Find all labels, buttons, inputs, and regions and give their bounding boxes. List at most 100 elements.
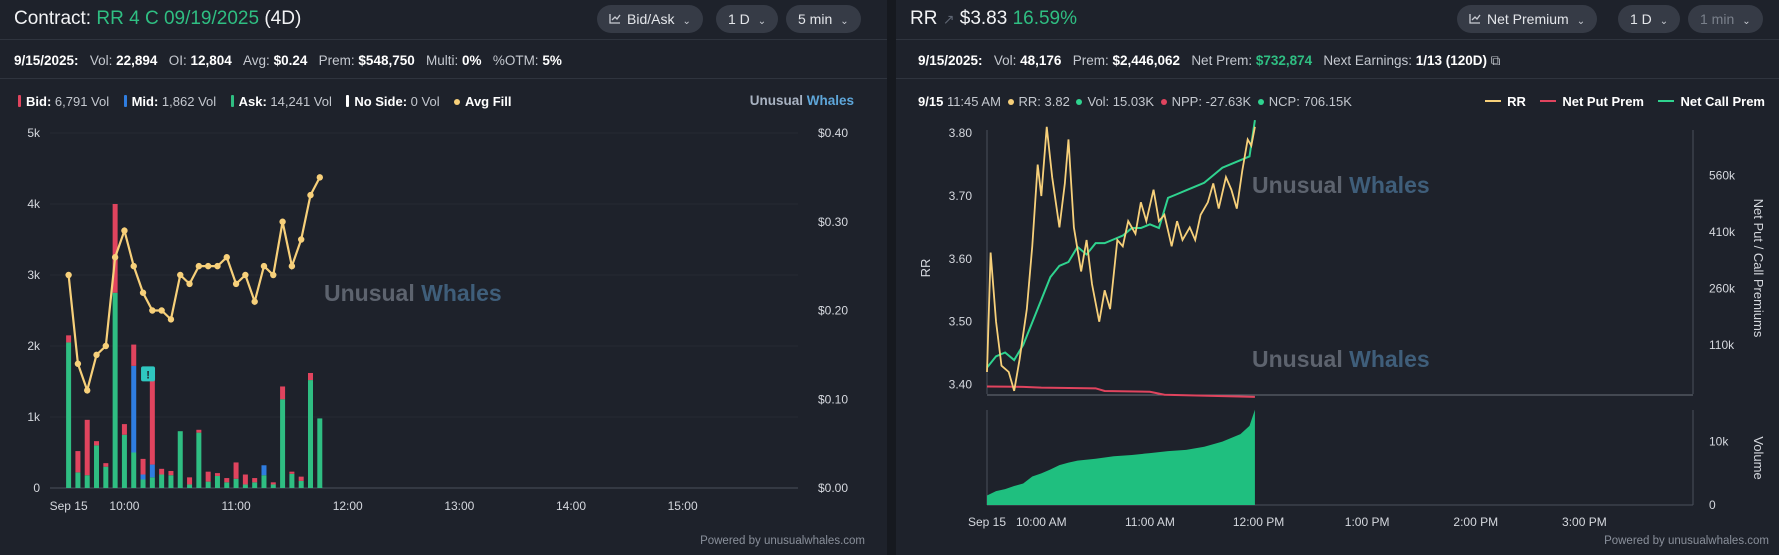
stats-oi-label: OI: xyxy=(168,53,187,68)
tooltip-time: 11:45 AM xyxy=(946,94,1001,109)
legend-mid[interactable]: Mid: 1,862 Vol xyxy=(123,94,216,109)
chart-legend: Bid: 6,791 Vol Mid: 1,862 Vol Ask: 14,24… xyxy=(18,94,512,109)
avg-fill-point xyxy=(102,342,110,350)
bar-ask xyxy=(84,475,90,488)
chart-type-label: Net Premium xyxy=(1487,11,1569,27)
avg-fill-point xyxy=(204,262,212,270)
stats-avg-label: Avg: xyxy=(243,53,270,68)
y-left-tick-label: 5k xyxy=(27,126,41,140)
chart-type-dropdown[interactable]: Net Premium ⌄ xyxy=(1457,5,1598,33)
avg-fill-point xyxy=(139,289,147,296)
net-call-line xyxy=(986,119,1256,369)
interval-dropdown[interactable]: 1 min ⌄ xyxy=(1688,5,1763,33)
avg-fill-point xyxy=(214,262,221,270)
bar-bid xyxy=(187,477,193,485)
bar-bid xyxy=(196,429,202,433)
legend-noside[interactable]: No Side: 0 Vol xyxy=(346,94,440,109)
bar-ask xyxy=(140,479,146,488)
rr-dot xyxy=(1007,99,1014,105)
bar-bid xyxy=(270,482,276,485)
bar-bid xyxy=(131,344,137,366)
y-left-tick-label: 3.70 xyxy=(949,189,973,203)
x-tick-label: 14:00 xyxy=(556,499,586,513)
bar-ask xyxy=(233,478,239,488)
legend-ask[interactable]: Ask: 14,241 Vol xyxy=(230,94,332,109)
y-right-tick-label: $0.40 xyxy=(818,126,848,140)
stats-prem: $548,750 xyxy=(358,53,415,68)
legend-avg-fill[interactable]: Avg Fill xyxy=(454,94,512,109)
stats-otm: 5% xyxy=(542,53,562,68)
period-label: 1 D xyxy=(1630,11,1652,27)
bar-ask xyxy=(112,292,118,488)
volume-tick-label: 10k xyxy=(1709,435,1729,449)
powered-by[interactable]: Powered by unusualwhales.com xyxy=(700,535,865,547)
bar-ask xyxy=(214,475,220,488)
bar-ask xyxy=(103,466,109,488)
chart-type-dropdown[interactable]: Bid/Ask ⌄ xyxy=(597,5,703,33)
bar-ask xyxy=(196,432,202,488)
chevron-down-icon: ⌄ xyxy=(757,16,767,27)
interval-label: 1 min xyxy=(1700,11,1735,27)
bar-ask xyxy=(168,475,174,488)
bar-bid xyxy=(66,335,72,343)
bar-bid xyxy=(252,478,258,483)
bar-ask xyxy=(159,474,165,488)
stats-earnings-label: Next Earnings: xyxy=(1323,53,1412,68)
stats-vol: 22,894 xyxy=(116,53,158,68)
noside-swatch xyxy=(346,95,350,107)
tooltip-date: 9/15 xyxy=(918,94,944,109)
contract-symbol[interactable]: RR 4 C 09/19/2025 xyxy=(96,8,260,29)
ticker-symbol[interactable]: RR xyxy=(910,8,938,29)
interval-dropdown[interactable]: 5 min ⌄ xyxy=(786,5,861,33)
stats-date: 9/15/2025: xyxy=(14,53,79,68)
legend-bid[interactable]: Bid: 6,791 Vol xyxy=(18,94,109,109)
y-right-tick-label: $0.10 xyxy=(818,392,848,406)
stats-vol: 48,176 xyxy=(1020,53,1062,68)
period-dropdown[interactable]: 1 D ⌄ xyxy=(1618,5,1681,33)
volume-tick-label: 0 xyxy=(1709,498,1716,512)
bar-bid xyxy=(242,474,248,485)
bar-ask xyxy=(75,472,81,488)
bar-bid xyxy=(140,458,146,475)
premium-legend: RR Net Put Prem Net Call Prem xyxy=(1485,94,1765,109)
stats-date: 9/15/2025: xyxy=(918,53,983,68)
avg-fill-point xyxy=(232,280,240,288)
bar-ask xyxy=(289,473,295,488)
y-left-tick-label: 3.80 xyxy=(949,126,973,140)
ticker-link-icon[interactable]: ↗ xyxy=(942,11,955,27)
trade-marker xyxy=(141,366,156,382)
y-right-tick-label: $0.30 xyxy=(818,215,848,229)
net-premium-chart: 3.40 3.50 3.60 3.70 3.80 RR 110k 260k 410k 560k Ne… xyxy=(918,119,1766,529)
bar-mid xyxy=(140,474,146,480)
watermark: Unusual Whales xyxy=(1252,172,1430,198)
avg-fill-point xyxy=(242,271,249,279)
period-dropdown[interactable]: 1 D ⌄ xyxy=(716,5,779,33)
legend-net-put[interactable]: Net Put Prem xyxy=(1540,94,1644,109)
line-chart-icon xyxy=(609,6,621,34)
stats-earnings[interactable]: 1/13 (120D) xyxy=(1415,53,1488,68)
ticker-price: $3.83 xyxy=(959,8,1008,29)
contract-panel: Contract: RR 4 C 09/19/2025 (4D) Bid/Ask… xyxy=(0,0,887,555)
avg-fill-point xyxy=(130,262,137,270)
panel-divider xyxy=(887,0,896,555)
bar-bid xyxy=(280,386,286,400)
chevron-down-icon: ⌄ xyxy=(1659,16,1669,27)
ticker-stats: 9/15/2025: Vol: 48,176 Prem: $2,446,062 … xyxy=(896,41,1779,79)
external-link-icon[interactable]: ⧉ xyxy=(1490,53,1501,68)
avg-fill-point xyxy=(270,271,277,279)
period-label: 1 D xyxy=(728,11,750,27)
bar-bid xyxy=(224,478,230,483)
avg-fill-point xyxy=(84,387,91,394)
avg-fill-point xyxy=(279,218,286,225)
legend-net-call[interactable]: Net Call Prem xyxy=(1658,94,1765,109)
powered-by[interactable]: Powered by unusualwhales.com xyxy=(1604,535,1769,547)
tooltip-npp: -27.63K xyxy=(1205,94,1252,109)
bar-ask xyxy=(177,431,183,488)
contract-title: Contract: RR 4 C 09/19/2025 (4D) xyxy=(14,8,301,30)
avg-fill-point xyxy=(307,191,314,199)
x-tick-label: 12:00 PM xyxy=(1233,515,1284,529)
bar-ask xyxy=(252,482,258,488)
bar-bid xyxy=(298,476,304,481)
watermark: Unusual Whales xyxy=(1252,346,1430,372)
legend-rr[interactable]: RR xyxy=(1485,94,1526,109)
